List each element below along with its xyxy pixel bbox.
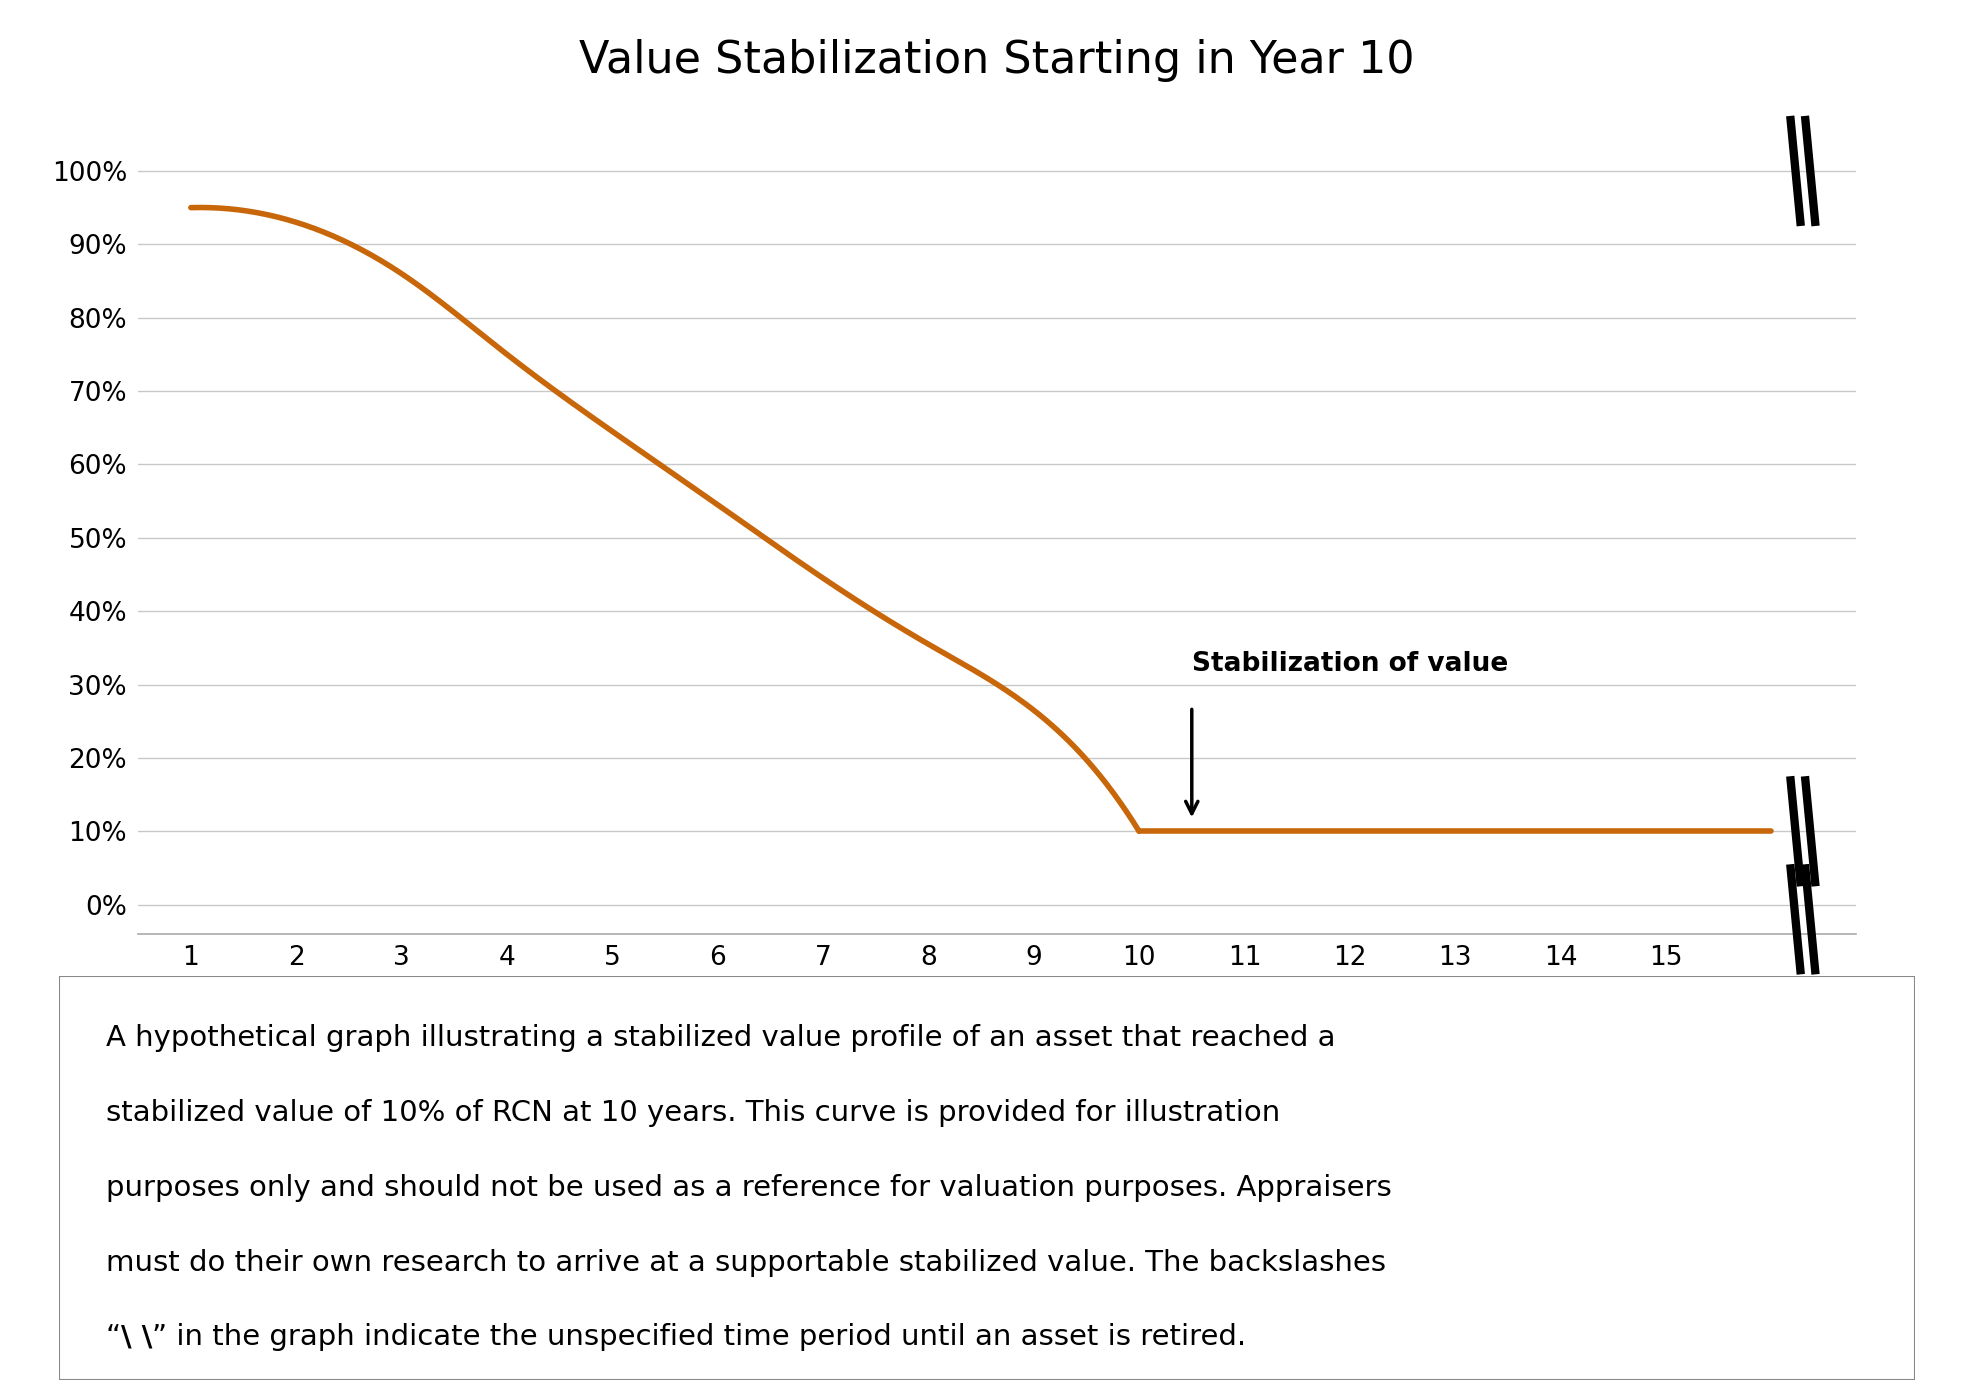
Title: Value Stabilization Starting in Year 10: Value Stabilization Starting in Year 10 [578,39,1415,82]
Text: stabilized value of 10% of RCN at 10 years. This curve is provided for illustrat: stabilized value of 10% of RCN at 10 yea… [105,1098,1279,1128]
Text: Stabilization of value: Stabilization of value [1192,651,1507,677]
Text: \ \: \ \ [120,1323,152,1351]
Text: A hypothetical graph illustrating a stabilized value profile of an asset that re: A hypothetical graph illustrating a stab… [105,1025,1334,1052]
Text: ” in the graph indicate the unspecified time period until an asset is retired.: ” in the graph indicate the unspecified … [152,1323,1245,1351]
Text: must do their own research to arrive at a supportable stabilized value. The back: must do their own research to arrive at … [105,1249,1385,1277]
Text: purposes only and should not be used as a reference for valuation purposes. Appr: purposes only and should not be used as … [105,1174,1391,1202]
Text: “: “ [105,1323,120,1351]
